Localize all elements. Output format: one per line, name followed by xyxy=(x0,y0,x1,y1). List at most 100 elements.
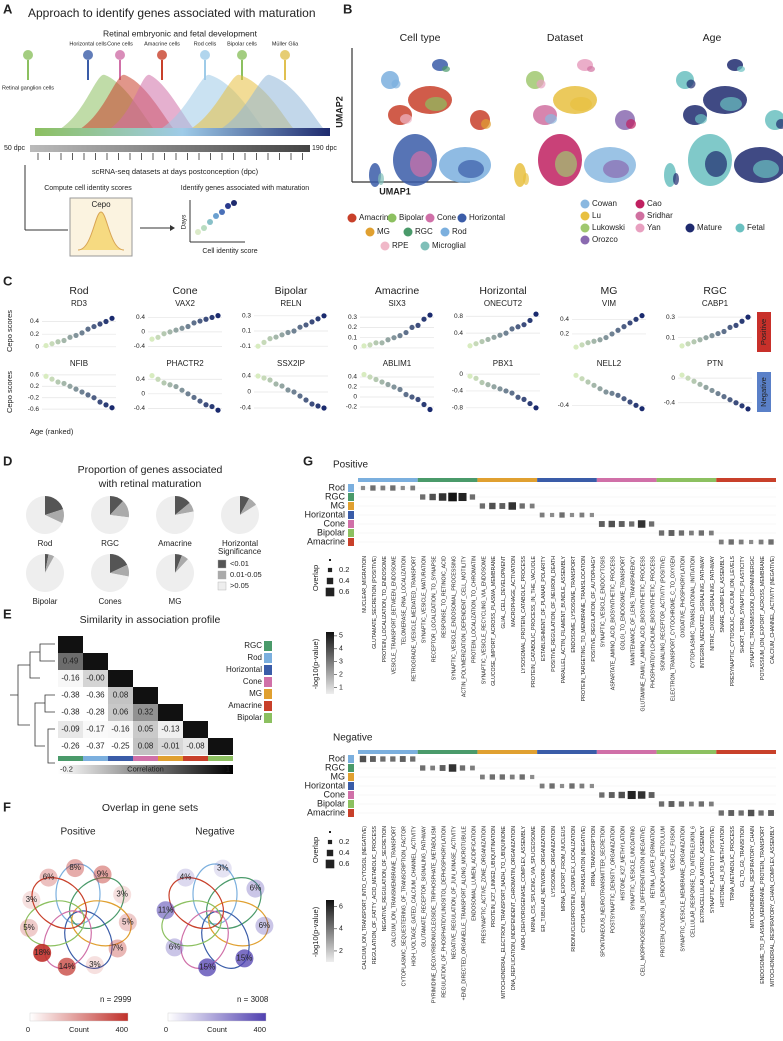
pie-slice xyxy=(25,554,65,592)
scatter-point xyxy=(385,337,391,343)
legend-label: Orozco xyxy=(592,235,618,244)
y-tick-label: -0.4 xyxy=(134,405,146,412)
legend-label: Rod xyxy=(452,227,467,236)
petal-fill xyxy=(113,885,132,904)
scatter-point xyxy=(97,321,103,327)
set-petal xyxy=(71,900,132,947)
row-label: Rod xyxy=(328,753,345,763)
scatter-point xyxy=(103,318,109,325)
petal-fill xyxy=(108,939,127,958)
panel-title: Similarity in association profile xyxy=(80,614,221,626)
dot xyxy=(738,539,744,545)
term-label: GOLGI_TO_ENDOSOME_TRANSPORT xyxy=(621,555,627,650)
row-swatch xyxy=(348,520,354,528)
petal-fill xyxy=(156,901,175,920)
panel-letter: G xyxy=(303,453,313,468)
row-swatch xyxy=(348,791,354,799)
axis-title: UMAP1 xyxy=(379,186,411,196)
legend-dot xyxy=(329,831,331,833)
flower-title: Negative xyxy=(195,827,235,838)
term-label: ACTIN_POLYMERIZATION_DEPENDENT_CELL_MOTI… xyxy=(461,555,467,697)
timeline-caption: scRNA-seq datasets at days postconceptio… xyxy=(92,167,259,176)
cell-value: -0.37 xyxy=(86,742,105,751)
pie-slice xyxy=(110,501,129,518)
legend-swatch xyxy=(580,199,590,209)
scatter-point xyxy=(309,319,315,325)
row-swatch xyxy=(348,800,354,808)
term-label: PROTEIN_FOLDING_IN_ENDOPLASMIC_RETICULUM xyxy=(660,826,666,957)
cell-type-title: Horizontal xyxy=(479,285,526,297)
dot xyxy=(589,512,594,518)
set-petal xyxy=(55,863,101,925)
dendrogram xyxy=(39,643,55,662)
petal-fill xyxy=(176,868,195,887)
diagonal-cell xyxy=(133,687,158,704)
term-label: RETINA_LAYER_FORMATION xyxy=(650,826,656,898)
umap-cluster xyxy=(425,97,447,111)
term-label: ENDOSOME_TO_PLASMA_MEMBRANE_PROTEIN_TRAN… xyxy=(760,825,766,984)
column-strip xyxy=(158,756,183,761)
term-label: CALCIUM_ION_TRANSMEMBRANE_TRANSPORT xyxy=(392,825,398,947)
legend-label: Fetal xyxy=(747,223,765,232)
scatter-point xyxy=(291,328,297,334)
pie-slice xyxy=(240,498,257,515)
scatter-point xyxy=(361,343,367,349)
cell-value: 0.49 xyxy=(63,657,79,666)
dot xyxy=(728,539,734,545)
dot xyxy=(529,503,535,509)
legend-title: -log10(p-value) xyxy=(311,906,320,957)
scatter-point xyxy=(85,326,91,332)
scatter-point xyxy=(633,316,639,322)
legend-dot xyxy=(326,849,334,857)
pie-slice xyxy=(45,554,49,573)
scatter-point xyxy=(273,381,279,387)
scatter-point xyxy=(303,322,309,328)
set-petal xyxy=(205,877,262,930)
dot xyxy=(569,512,575,518)
dot xyxy=(689,530,694,536)
pie-slice xyxy=(45,554,55,573)
colorbar-title: Count xyxy=(69,1025,90,1034)
heatmap-cell xyxy=(58,670,83,687)
scatter-point xyxy=(161,331,167,337)
term-label: SYNAPTIC_VESICLE_ENDOCYTOSIS xyxy=(601,555,607,647)
petal-fill xyxy=(165,938,184,957)
colorbar xyxy=(167,1012,267,1022)
scatter-point xyxy=(391,335,397,341)
petal-fill xyxy=(246,879,265,898)
scatter-point xyxy=(43,342,49,349)
petal-label: 6% xyxy=(259,921,271,930)
scatter-point xyxy=(61,380,67,387)
dot xyxy=(380,485,386,491)
legend-swatch xyxy=(580,211,590,221)
petal-fill xyxy=(39,868,58,887)
row-label: Horizontal xyxy=(304,509,345,519)
term-label: GLUTAMATE_SECRETION (POSITIVE) xyxy=(372,556,378,649)
scatter-point xyxy=(167,382,173,388)
petal-label: 5% xyxy=(23,923,35,932)
cell-name: Amacrine cells xyxy=(144,41,180,47)
umap-cluster xyxy=(545,114,557,124)
term-label: PHOSPHATIDYLCHOLINE_BIOSYNTHETIC_PROCESS xyxy=(650,555,656,688)
heatmap-cell xyxy=(83,670,108,687)
scatter-point xyxy=(473,341,479,347)
term-label: NEGATIVE_REGULATION_OF_SECRETION xyxy=(382,826,388,932)
cell-icon xyxy=(280,50,290,60)
heatmap-cell xyxy=(58,704,83,721)
petal-label: 3% xyxy=(116,890,128,899)
scatter-point xyxy=(155,334,161,340)
scatter-point xyxy=(467,343,473,349)
legend-label: Cone xyxy=(243,677,263,686)
term-label: SNARE_COMPLEX_ASSEMBLY xyxy=(720,555,726,632)
petal-fill xyxy=(57,957,76,976)
petal-fill xyxy=(255,916,274,935)
dot xyxy=(539,783,545,789)
scatter-point xyxy=(367,342,373,348)
icon-dot xyxy=(219,209,225,215)
panel-letter: B xyxy=(343,1,352,16)
pie-slice xyxy=(175,555,189,573)
legend-label: Amacrine xyxy=(359,213,393,222)
scatter-point xyxy=(579,342,585,348)
diagonal-cell xyxy=(208,738,233,755)
heatmap-cell xyxy=(108,738,133,755)
